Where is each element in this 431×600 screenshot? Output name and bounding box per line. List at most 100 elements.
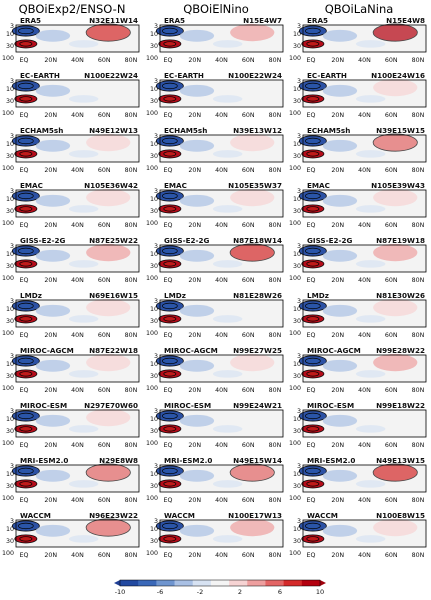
y-tick-label: 100 <box>289 275 301 282</box>
y-tick-label: 3 <box>10 23 14 30</box>
anomaly-cell-3 <box>212 150 243 158</box>
y-tick-label: 10 <box>150 251 158 258</box>
x-tick-label: 20N <box>44 387 57 394</box>
colorbar-tick-label: 10 <box>316 588 324 596</box>
x-tick-label: 40N <box>358 332 371 339</box>
x-tick-label: EQ <box>307 167 316 174</box>
anomaly-core-1 <box>306 371 320 377</box>
panel-r5-c1: LMDz N81E28W26 310 30 100 EQ 20N 40N 60N 80N <box>146 291 284 339</box>
anomaly-cell-4 <box>85 23 131 42</box>
anomaly-cell-2 <box>35 249 71 262</box>
column-title-el-nino: QBOiElNino <box>183 2 249 16</box>
plot-frame <box>159 409 284 438</box>
anomaly-core-1 <box>19 41 33 47</box>
x-tick-label: 60N <box>98 112 111 119</box>
ensemble-label: N81E28W26 <box>233 291 282 300</box>
panel-r4-c0: GISS-E2-2G N87E25W22 310 30 100 EQ 20N 40N 60N 80… <box>2 236 140 284</box>
x-tick-label: 40N <box>358 497 371 504</box>
x-tick-label: 80N <box>412 552 425 559</box>
y-tick-label: 10 <box>6 526 14 533</box>
y-tick-label: 3 <box>154 243 158 250</box>
x-tick-label: 40N <box>215 497 228 504</box>
anomaly-core-0 <box>305 192 321 200</box>
anomaly-cell-3 <box>355 205 386 213</box>
y-tick-label: 100 <box>146 440 158 447</box>
y-tick-label: 30 <box>6 208 14 215</box>
x-tick-label: 20N <box>44 277 57 284</box>
x-tick-label: EQ <box>164 552 173 559</box>
y-tick-label: 3 <box>297 133 301 140</box>
anomaly-cell-2 <box>35 359 71 372</box>
plot-frame <box>15 134 140 163</box>
panel-r0-c0: ERA5 N32E11W14 310 30 100 EQ 20N 40N 60N 80N <box>2 16 140 64</box>
x-tick-label: 80N <box>269 222 282 229</box>
anomaly-core-1 <box>19 316 33 322</box>
anomaly-cell-3 <box>68 535 99 543</box>
y-tick-label: 3 <box>297 353 301 360</box>
x-tick-label: 60N <box>242 442 255 449</box>
ensemble-label: N29E8W8 <box>99 456 138 465</box>
anomaly-core-1 <box>163 371 177 377</box>
x-tick-label: EQ <box>164 497 173 504</box>
x-tick-label: 20N <box>188 497 201 504</box>
x-tick-label: 20N <box>44 57 57 64</box>
y-tick-label: 30 <box>293 373 301 380</box>
x-tick-label: 80N <box>125 497 138 504</box>
model-label: EMAC <box>20 181 43 190</box>
x-tick-label: 80N <box>269 387 282 394</box>
x-tick-label: 80N <box>269 57 282 64</box>
x-tick-label: EQ <box>164 277 173 284</box>
model-label: ECHAM5sh <box>307 126 350 135</box>
y-tick-label: 10 <box>6 416 14 423</box>
x-tick-label: 60N <box>242 332 255 339</box>
ensemble-label: N81E30W26 <box>376 291 425 300</box>
anomaly-cell-4 <box>230 518 275 537</box>
anomaly-core-1 <box>306 261 320 267</box>
y-tick-label: 100 <box>2 165 14 172</box>
x-tick-label: 20N <box>44 552 57 559</box>
anomaly-cell-2 <box>179 304 215 317</box>
x-tick-label: EQ <box>164 442 173 449</box>
anomaly-core-1 <box>163 426 177 432</box>
y-tick-label: 30 <box>150 483 158 490</box>
y-tick-label: 3 <box>10 188 14 195</box>
x-tick-label: 80N <box>412 57 425 64</box>
anomaly-core-0 <box>162 302 178 310</box>
anomaly-core-1 <box>19 261 33 267</box>
y-tick-label: 10 <box>6 86 14 93</box>
plot-frame <box>15 24 140 53</box>
anomaly-core-0 <box>162 137 178 145</box>
y-tick-label: 10 <box>293 196 301 203</box>
y-tick-label: 3 <box>297 78 301 85</box>
x-tick-label: 20N <box>331 332 344 339</box>
anomaly-cell-3 <box>212 535 243 543</box>
colorbar: -10 -6 -2 2 6 10 <box>114 579 326 596</box>
ensemble-label: N15E4W8 <box>386 16 425 25</box>
panel-r4-c1: GISS-E2-2G N87E18W14 310 30 100 EQ 20N 40N 60N 80… <box>146 236 284 284</box>
anomaly-core-1 <box>163 41 177 47</box>
y-tick-label: 10 <box>293 471 301 478</box>
y-tick-label: 3 <box>297 463 301 470</box>
x-tick-label: 60N <box>242 57 255 64</box>
x-tick-label: 20N <box>188 552 201 559</box>
anomaly-cell-3 <box>355 40 386 48</box>
plot-frame <box>15 79 140 108</box>
ensemble-label: N49E15W14 <box>233 456 282 465</box>
model-label: ECHAM5sh <box>164 126 207 135</box>
plot-frame <box>302 24 427 53</box>
model-label: GISS-E2-2G <box>164 236 209 245</box>
x-tick-label: 40N <box>215 552 228 559</box>
anomaly-cell-2 <box>322 524 358 537</box>
anomaly-core-1 <box>19 481 33 487</box>
anomaly-core-0 <box>18 357 34 365</box>
x-tick-label: 60N <box>385 277 398 284</box>
x-tick-label: 40N <box>215 332 228 339</box>
anomaly-cell-3 <box>355 535 386 543</box>
y-tick-label: 3 <box>10 78 14 85</box>
panel-r3-c0: EMAC N105E36W42 310 30 100 EQ 20N 40N 60N 80N <box>2 181 140 229</box>
x-tick-label: EQ <box>20 222 29 229</box>
panel-r6-c1: MIROC-AGCM N99E27W25 310 30 100 EQ 20N 40N 60N 80… <box>146 346 284 394</box>
x-tick-label: 40N <box>358 222 371 229</box>
x-tick-label: 80N <box>269 112 282 119</box>
y-tick-label: 30 <box>150 538 158 545</box>
